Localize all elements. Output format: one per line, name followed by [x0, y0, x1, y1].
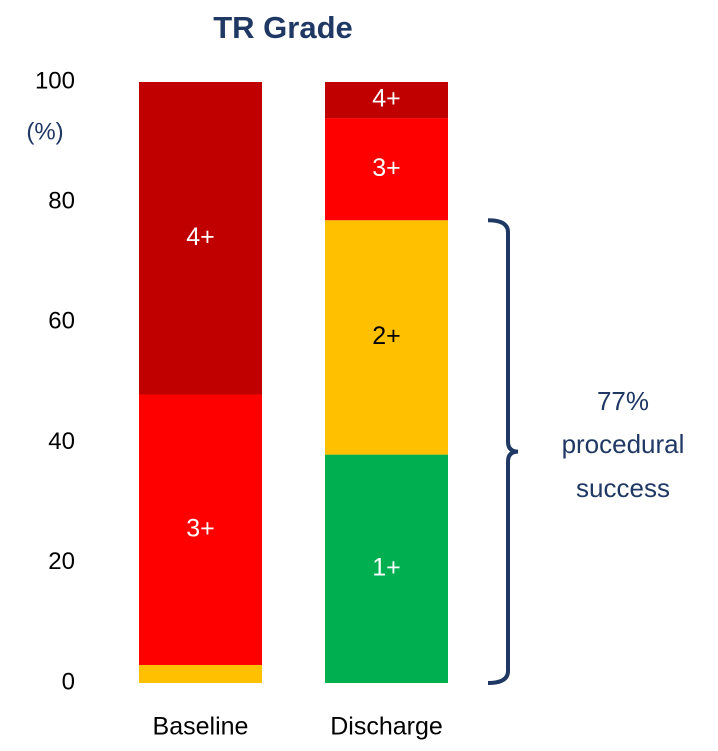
- annotation-text: procedural: [562, 429, 685, 459]
- segment-label: 3+: [372, 154, 401, 182]
- chart-title: TR Grade: [213, 10, 353, 45]
- y-tick-label: 80: [48, 188, 75, 215]
- annotation-text: success: [576, 473, 670, 503]
- segment-label: 2+: [372, 322, 401, 350]
- bar-segment: [139, 82, 262, 395]
- bar-segment: [139, 664, 262, 683]
- bracket: [487, 218, 519, 685]
- bar-segment: [325, 82, 448, 119]
- annotation-text: 77%: [597, 386, 649, 416]
- y-tick-label: 40: [48, 428, 75, 455]
- x-tick-label: Discharge: [330, 713, 443, 741]
- y-tick-label: 60: [48, 308, 75, 335]
- bar-segment: [325, 454, 448, 683]
- bar-segment: [325, 118, 448, 221]
- y-axis-label: (%): [26, 118, 63, 145]
- segment-label: 4+: [186, 223, 215, 251]
- y-tick-label: 20: [48, 548, 75, 575]
- bar-segment: [139, 394, 262, 665]
- segment-label: 4+: [372, 85, 401, 113]
- bar-segment: [325, 220, 448, 455]
- y-tick-label: 0: [62, 668, 75, 695]
- segment-label: 3+: [186, 514, 215, 542]
- y-tick-label: 100: [35, 67, 75, 94]
- segment-label: 1+: [372, 553, 401, 581]
- x-tick-label: Baseline: [153, 713, 249, 741]
